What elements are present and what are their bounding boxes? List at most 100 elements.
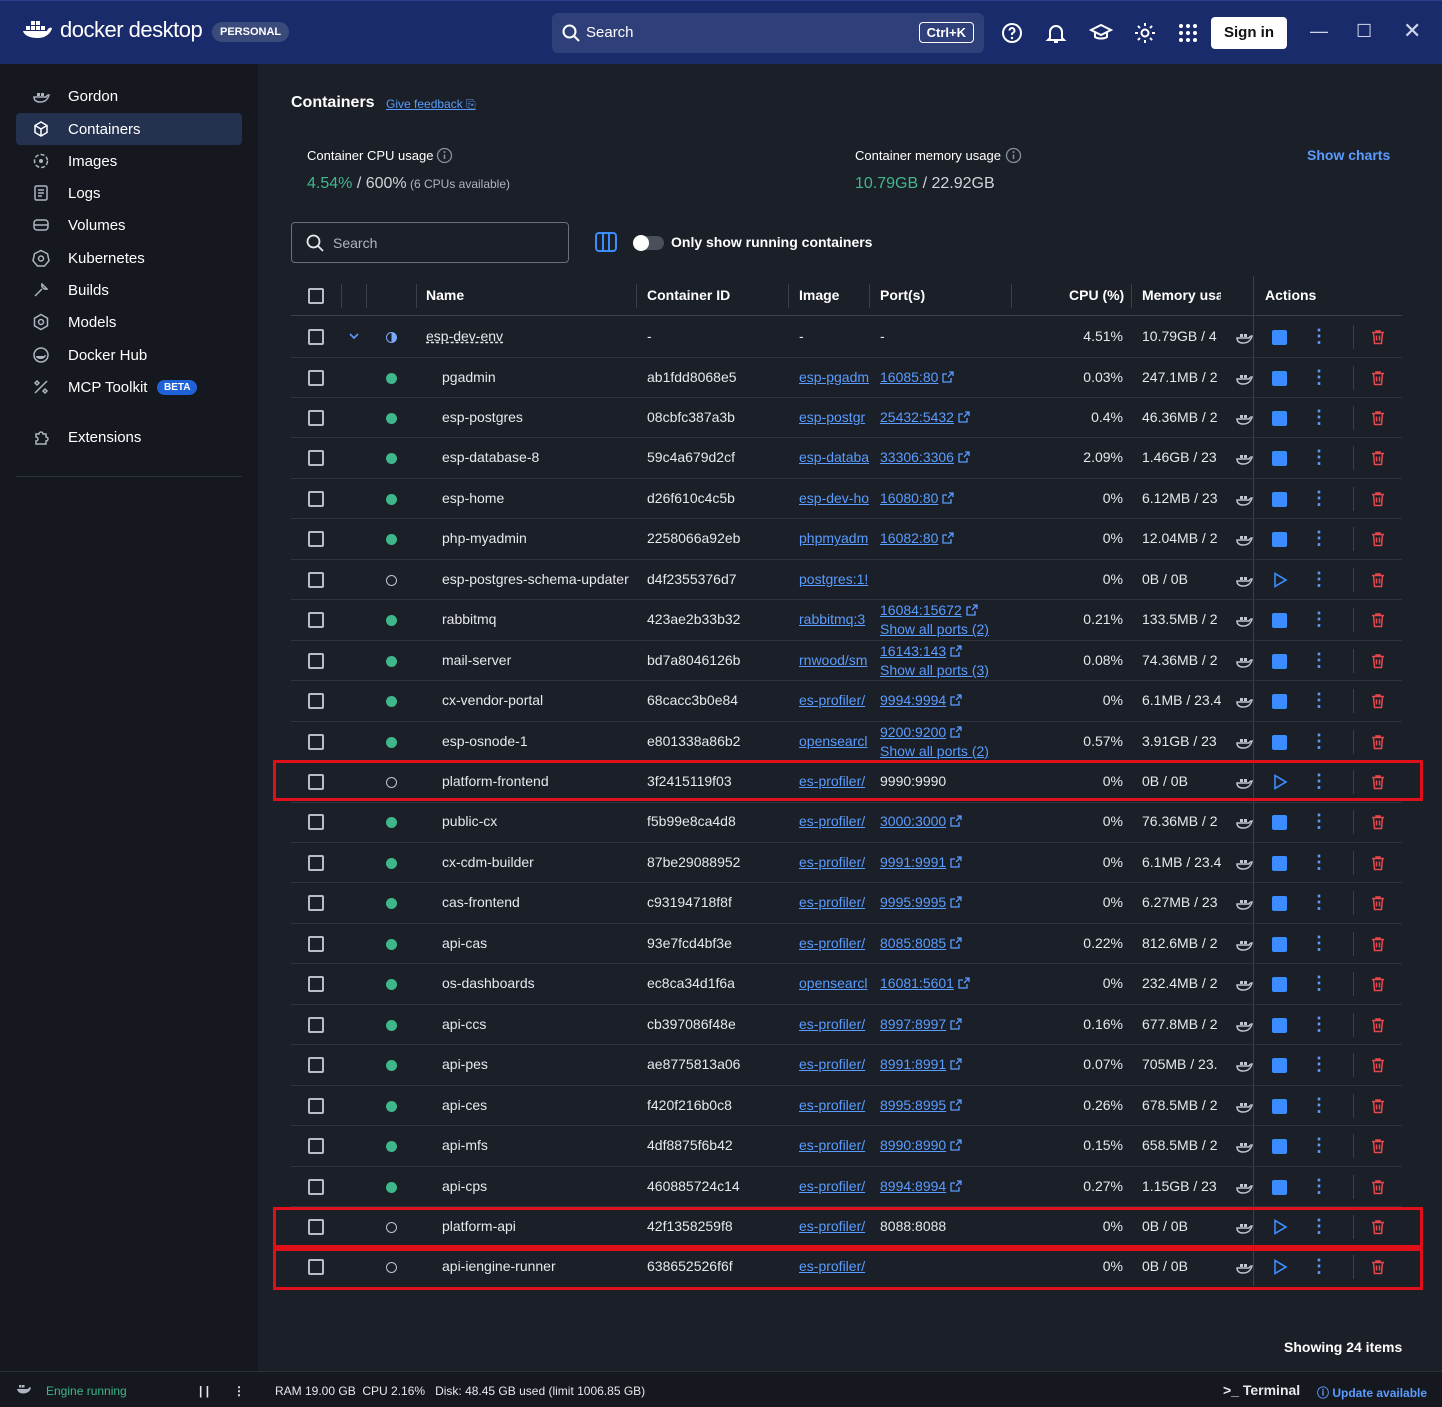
- sidebar-item-containers[interactable]: Containers: [16, 113, 242, 145]
- container-name[interactable]: esp-database-8: [442, 449, 540, 466]
- row-checkbox[interactable]: [308, 490, 324, 507]
- stop-button[interactable]: [1272, 410, 1287, 426]
- port-link[interactable]: 16084:15672: [880, 602, 978, 618]
- more-options-icon[interactable]: ⋮: [1310, 851, 1328, 872]
- port-link[interactable]: 16085:80: [880, 369, 1010, 385]
- start-play-icon[interactable]: [1271, 1258, 1289, 1276]
- row-checkbox[interactable]: [308, 652, 324, 669]
- start-play-icon[interactable]: [1271, 1218, 1289, 1236]
- image-link[interactable]: esp-databa: [799, 449, 870, 466]
- notifications-bell-icon[interactable]: [1044, 21, 1068, 45]
- more-options-icon[interactable]: ⋮: [1310, 1054, 1328, 1075]
- start-play-icon[interactable]: [1271, 571, 1289, 589]
- ask-gordon-icon[interactable]: [1235, 449, 1253, 467]
- port-link[interactable]: 16080:80: [880, 490, 1010, 506]
- image-link[interactable]: es-profiler/: [799, 853, 866, 870]
- close-icon[interactable]: ✕: [1403, 18, 1422, 43]
- image-link[interactable]: es-profiler/: [799, 1015, 866, 1032]
- image-link[interactable]: es-profiler/: [799, 934, 866, 951]
- row-checkbox[interactable]: [308, 693, 324, 710]
- more-options-icon[interactable]: ⋮: [1310, 892, 1328, 913]
- image-link[interactable]: postgres:1!: [799, 570, 869, 587]
- image-link[interactable]: es-profiler/: [799, 692, 866, 709]
- table-row[interactable]: cx-vendor-portal 68cacc3b0e84 es-profiler/…: [291, 681, 1402, 722]
- ask-gordon-icon[interactable]: [1235, 652, 1253, 670]
- image-link[interactable]: es-profiler/: [799, 1096, 866, 1113]
- delete-trash-icon[interactable]: [1369, 1178, 1387, 1196]
- stop-button[interactable]: [1272, 1017, 1287, 1033]
- image-link[interactable]: es-profiler/: [799, 1258, 866, 1275]
- container-name[interactable]: esp-osnode-1: [442, 732, 528, 749]
- header-cpu[interactable]: CPU (%): [1069, 287, 1125, 303]
- table-row[interactable]: mail-server bd7a8046126b rnwood/sm 16143:14…: [291, 641, 1402, 682]
- table-row[interactable]: platform-api 42f1358259f8 es-profiler/8088…: [291, 1207, 1402, 1248]
- more-options-icon[interactable]: ⋮: [1310, 528, 1328, 549]
- stop-button[interactable]: [1272, 734, 1287, 750]
- image-link[interactable]: es-profiler/: [799, 894, 866, 911]
- more-options-icon[interactable]: ⋮: [1310, 811, 1328, 832]
- image-link[interactable]: phpmyadm: [799, 530, 869, 547]
- row-checkbox[interactable]: [308, 976, 324, 993]
- maximize-icon[interactable]: ☐: [1356, 21, 1373, 41]
- port-link[interactable]: 9991:9991: [880, 854, 1010, 870]
- ask-gordon-icon[interactable]: [1235, 773, 1253, 791]
- header-ports[interactable]: Port(s): [880, 287, 926, 303]
- cpu-info-icon[interactable]: [436, 147, 453, 164]
- sidebar-item-kubernetes[interactable]: Kubernetes: [16, 242, 242, 274]
- table-row[interactable]: public-cx f5b99e8ca4d8 es-profiler/3000:30…: [291, 802, 1402, 843]
- ask-gordon-icon[interactable]: [1235, 1178, 1253, 1196]
- container-name[interactable]: api-pes: [442, 1056, 488, 1073]
- delete-trash-icon[interactable]: [1369, 652, 1387, 670]
- container-name[interactable]: esp-postgres: [442, 408, 523, 425]
- chevron-down-icon[interactable]: [348, 330, 360, 342]
- show-all-ports-link[interactable]: Show all ports (2): [880, 742, 989, 759]
- more-options-icon[interactable]: ⋮: [1310, 771, 1328, 791]
- stop-button[interactable]: [1272, 936, 1287, 952]
- container-name[interactable]: esp-postgres-schema-updater: [442, 570, 629, 587]
- more-options-icon[interactable]: ⋮: [1310, 568, 1328, 589]
- more-options-icon[interactable]: ⋮: [1310, 730, 1328, 751]
- ask-gordon-icon[interactable]: [1235, 975, 1253, 993]
- row-checkbox[interactable]: [308, 612, 324, 629]
- image-link[interactable]: esp-dev-ho: [799, 489, 870, 506]
- header-image[interactable]: Image: [799, 287, 840, 303]
- container-name[interactable]: cx-vendor-portal: [442, 692, 544, 709]
- table-row[interactable]: esp-home d26f610c4c5b esp-dev-ho 16080:80 0%…: [291, 479, 1402, 520]
- delete-trash-icon[interactable]: [1369, 571, 1387, 589]
- image-link[interactable]: es-profiler/: [799, 1217, 866, 1234]
- show-all-ports-link[interactable]: Show all ports (3): [880, 661, 989, 678]
- ask-gordon-icon[interactable]: [1235, 1016, 1253, 1034]
- delete-trash-icon[interactable]: [1369, 611, 1387, 629]
- stop-button[interactable]: [1272, 896, 1287, 912]
- ask-gordon-icon[interactable]: [1235, 369, 1253, 387]
- container-name[interactable]: esp-home: [442, 489, 505, 506]
- container-name[interactable]: pgadmin: [442, 368, 496, 385]
- table-row[interactable]: api-cas 93e7fcd4bf3e es-profiler/8085:8085…: [291, 924, 1402, 965]
- columns-toggle-icon[interactable]: [594, 230, 618, 254]
- group-row[interactable]: esp-dev-env - - - 4.51% 10.79GB / 4 ⋮: [291, 317, 1402, 358]
- row-checkbox[interactable]: [308, 329, 324, 345]
- container-name[interactable]: os-dashboards: [442, 975, 535, 992]
- row-checkbox[interactable]: [308, 895, 324, 912]
- port-link[interactable]: 8997:8997: [880, 1016, 1010, 1032]
- container-search-input[interactable]: Search: [291, 222, 569, 263]
- header-container-id[interactable]: Container ID: [647, 287, 731, 303]
- image-link[interactable]: esp-postgr: [799, 408, 866, 425]
- port-link[interactable]: 8995:8995: [880, 1097, 1010, 1113]
- stop-button[interactable]: [1272, 977, 1287, 993]
- delete-trash-icon[interactable]: [1369, 692, 1387, 710]
- row-checkbox[interactable]: [308, 814, 324, 831]
- give-feedback-link[interactable]: Give feedback ⎘: [386, 97, 476, 112]
- table-row[interactable]: platform-frontend 3f2415119f03 es-profiler…: [291, 762, 1402, 803]
- port-link[interactable]: 3000:3000: [880, 813, 1010, 829]
- table-row[interactable]: cas-frontend c93194718f8f es-profiler/9995…: [291, 883, 1402, 924]
- table-row[interactable]: php-myadmin 2258066a92eb phpmyadm 16082:80 0…: [291, 519, 1402, 560]
- port-link[interactable]: 8085:8085: [880, 935, 1010, 951]
- ask-gordon-icon[interactable]: [1235, 409, 1253, 427]
- port-link[interactable]: 16082:80: [880, 530, 1010, 546]
- port-link[interactable]: 9995:9995: [880, 894, 1010, 910]
- ask-gordon-icon[interactable]: [1235, 1218, 1253, 1236]
- delete-trash-icon[interactable]: [1369, 1258, 1387, 1276]
- row-checkbox[interactable]: [308, 935, 324, 952]
- more-options-icon[interactable]: ⋮: [1310, 1135, 1328, 1156]
